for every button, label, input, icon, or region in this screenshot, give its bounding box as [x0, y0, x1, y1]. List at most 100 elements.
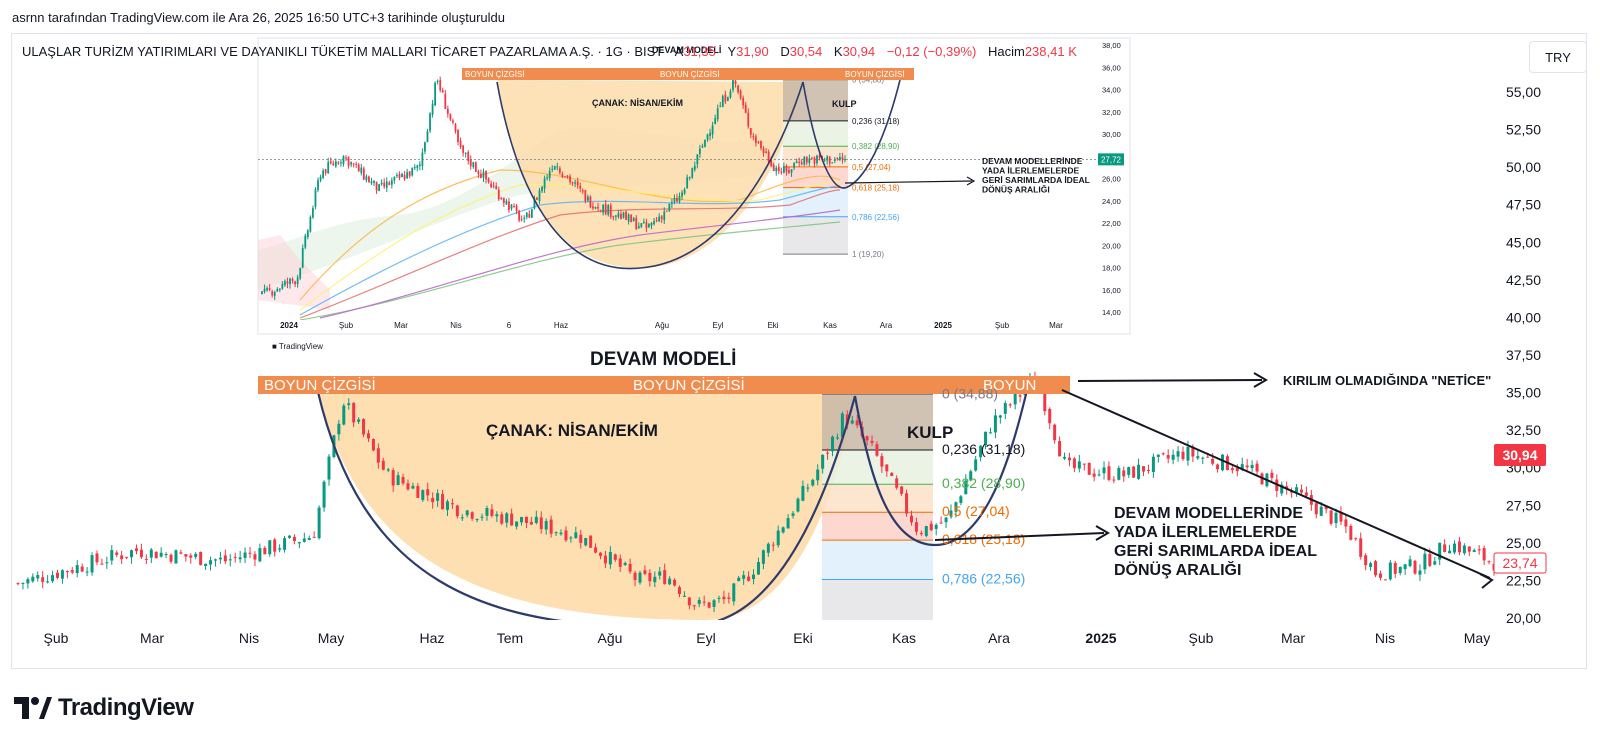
candle [452, 118, 454, 125]
candle-body [497, 189, 500, 200]
candle-body [36, 575, 40, 579]
candle-body [388, 182, 391, 185]
candle [771, 541, 775, 552]
candle-body [658, 571, 662, 576]
candle-body [1280, 484, 1284, 494]
candle-body [26, 579, 30, 584]
candle [574, 179, 577, 188]
candle [510, 508, 514, 526]
inset-time-tick: Nis [450, 321, 462, 330]
candle [1053, 423, 1057, 444]
candle-body [130, 550, 134, 558]
candle-body [618, 558, 622, 567]
candle [776, 525, 780, 548]
candle-body [691, 168, 694, 178]
candle [413, 164, 416, 170]
candle-body [673, 197, 676, 202]
candle-body [682, 595, 686, 597]
candle-body [317, 180, 319, 191]
candle-body [663, 211, 666, 221]
candle-body [1142, 466, 1146, 472]
candle [253, 551, 257, 567]
symbol-title[interactable]: ULAŞLAR TURİZM YATIRIMLARI VE DAYANIKLI … [22, 44, 664, 59]
candle-body [805, 156, 808, 163]
no-break-arrowhead [1253, 372, 1268, 388]
candle [574, 526, 578, 539]
candle-body [954, 502, 958, 512]
candle-body [638, 572, 642, 583]
candle-body [283, 538, 287, 550]
candle-body [304, 235, 307, 248]
candle [1393, 560, 1397, 579]
inset-time-tick: Mar [394, 321, 408, 330]
candle [721, 94, 724, 108]
candle [767, 149, 770, 165]
candle [149, 548, 153, 564]
currency-button[interactable]: TRY [1529, 41, 1587, 73]
candle [642, 218, 645, 224]
candle [554, 531, 558, 537]
candle [144, 554, 148, 565]
candle-body [742, 98, 745, 106]
candle-body [75, 565, 79, 574]
candle [376, 443, 380, 469]
tradingview-brand[interactable]: TradingView [14, 694, 194, 722]
candle [974, 455, 978, 472]
candle [544, 518, 548, 535]
candle-body [1191, 446, 1195, 457]
candle-body [574, 532, 578, 539]
candle-body [875, 444, 879, 456]
candle [233, 552, 237, 563]
time-tick-label: Ara [988, 630, 1010, 646]
candle-body [322, 170, 325, 178]
candle-body [322, 481, 326, 508]
time-tick-label: Eki [793, 630, 812, 646]
candle [765, 147, 767, 154]
candle-body [352, 163, 355, 165]
candle [681, 189, 683, 201]
candle [322, 168, 325, 180]
time-tick-label: Nis [1375, 630, 1395, 646]
candle-body [477, 171, 480, 174]
candle-body [608, 551, 612, 565]
candle-body [724, 94, 727, 102]
candle-body [648, 224, 650, 228]
candle [340, 159, 342, 167]
candle [204, 563, 208, 570]
candle [737, 84, 739, 95]
candle [627, 213, 630, 225]
candle [608, 546, 612, 569]
candle [850, 415, 854, 425]
candle-body [520, 517, 524, 523]
candle [808, 154, 811, 167]
candle [701, 143, 704, 149]
candle [1438, 542, 1442, 566]
candle [682, 591, 686, 598]
candle [436, 79, 439, 85]
candle-body [1097, 474, 1101, 476]
candle-body [1107, 466, 1111, 480]
candle-body [352, 402, 356, 423]
candle [426, 128, 429, 143]
inset-neck-label: BOYUN ÇİZGİSİ [465, 70, 525, 79]
candle-body [469, 159, 472, 167]
candle [457, 128, 459, 146]
candle [747, 108, 750, 129]
candle-body [189, 555, 193, 558]
candle [1408, 555, 1412, 568]
candle-body [558, 168, 561, 173]
price-tick-label: 42,50 [1506, 272, 1541, 288]
candle [1245, 458, 1249, 471]
candle [258, 543, 262, 563]
candle-body [391, 470, 395, 486]
candle [786, 514, 790, 529]
candle [194, 552, 198, 560]
candle [1359, 532, 1363, 560]
candle-body [1398, 567, 1402, 574]
candle-body [865, 436, 869, 441]
candle-body [1072, 458, 1076, 469]
candle [1122, 466, 1126, 482]
inset-moving-average [319, 209, 841, 319]
candle-body [757, 141, 760, 143]
